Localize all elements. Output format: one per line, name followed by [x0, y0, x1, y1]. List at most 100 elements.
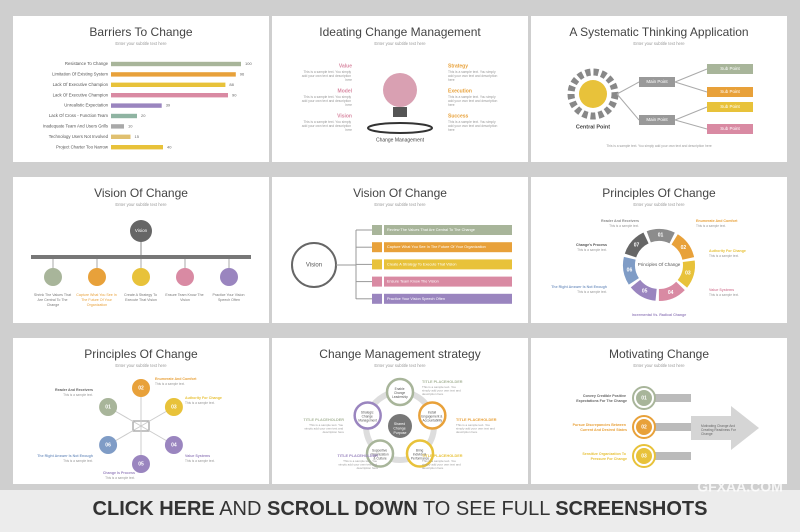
bar-label: Resistance To Change — [65, 61, 109, 66]
slide-subtitle: Enter your subtitle text here — [374, 202, 426, 207]
sample-text: This is a sample text. — [696, 224, 726, 228]
slide-bg — [13, 16, 269, 162]
item-label: Create A Strategy To Execute That Vision — [387, 262, 456, 266]
slide-subtitle: Enter your subtitle text here — [633, 41, 685, 46]
vision-label: Vision — [306, 263, 322, 269]
cycle-label: Reader And Receivers — [601, 219, 639, 223]
sample-text: This is a sample text. — [577, 290, 607, 294]
number: 02 — [641, 424, 647, 430]
cycle-label: Value Systems — [709, 288, 734, 292]
hex-label: Change Is Process — [103, 471, 135, 475]
cycle-label: Authority For Change — [709, 249, 746, 253]
slide-subtitle: Enter your subtitle text here — [633, 363, 685, 368]
connector — [674, 119, 708, 130]
icon-box — [372, 259, 382, 270]
hex-circle — [132, 379, 150, 397]
hex-label: Enumerate And Comfort — [155, 377, 197, 381]
circle-label: Install Engagement & Accountability — [421, 410, 443, 422]
bar — [111, 113, 137, 119]
platform — [367, 122, 433, 134]
bar-value: 10 — [128, 123, 133, 128]
slide[interactable]: Vision Of Change Enter your subtitle text… — [272, 177, 528, 323]
central-label: Central Point — [576, 124, 610, 130]
sample-text: This is a sample text. You simply add yo… — [606, 144, 712, 148]
cycle-segment — [624, 232, 649, 258]
bar-value: 39 — [166, 103, 171, 108]
sample-text: This is a sample text. — [709, 293, 739, 297]
connector — [616, 93, 640, 121]
item-label: Create A Strategy To Execute That Vision — [124, 293, 158, 302]
slide[interactable]: Principles Of Change Enter your subtitle … — [531, 177, 787, 323]
hex-label: The Right Answer Is Not Enough — [37, 454, 93, 458]
sample-text: This is a sample text. You simply add yo… — [302, 70, 352, 82]
item-bar — [384, 276, 512, 287]
sample-text: This is a sample text. — [63, 459, 93, 463]
cycle-label: Change's Process — [576, 243, 607, 247]
slide-title: Motivating Change — [609, 347, 709, 361]
slide[interactable]: Motivating Change Enter your subtitle tex… — [531, 338, 787, 484]
bulb — [383, 73, 417, 107]
placeholder-title: TITLE PLACEHOLDER — [422, 454, 463, 458]
vision-circle — [130, 220, 152, 242]
connector — [616, 81, 640, 95]
cycle-label: Incremental Vs. Radical Change — [632, 313, 687, 317]
hex-number: 03 — [171, 404, 177, 410]
strategy-circle — [418, 401, 447, 430]
sub-label: Sub Point — [720, 89, 740, 94]
right-label: Execution — [448, 88, 472, 94]
main-label: Main Point — [646, 117, 668, 122]
strategy-circle — [385, 377, 415, 407]
icon-box — [372, 276, 382, 287]
slide[interactable]: Barriers To Change Enter your subtitle te… — [13, 16, 269, 162]
bar-label: Technology Users Not Involved — [49, 134, 109, 139]
item-label: Capture What You See In The Future Of Yo… — [76, 293, 118, 307]
slide[interactable]: A Systematic Thinking Application Enter y… — [531, 16, 787, 162]
slide[interactable]: Change Management strategy Enter your sub… — [272, 338, 528, 484]
item-circle — [176, 268, 194, 286]
sample-text: This is a sample text. — [709, 254, 739, 258]
connector — [674, 81, 708, 93]
timeline — [31, 255, 251, 259]
banner-part: TO SEE FULL — [418, 498, 555, 520]
item-label: Pursue Discrepancies Between Current And… — [573, 423, 627, 432]
bar-label: Limitation Of Existing System — [52, 72, 108, 77]
bar — [111, 93, 228, 98]
left-label: Value — [339, 63, 352, 69]
sub-box — [707, 87, 753, 97]
bar-value: 40 — [167, 144, 172, 149]
sub-box — [707, 64, 753, 74]
slide[interactable]: Principles Of Change Enter your subtitle … — [13, 338, 269, 484]
watermark: GFXAA.COM — [697, 479, 783, 495]
sample-text: This is a sample text. You simply add yo… — [448, 120, 498, 132]
item-label: Practice Your Vision Speech Often — [213, 293, 246, 302]
bar-label: Inadequate Team And Users Grills — [43, 124, 108, 129]
hex-label: Value Systems — [185, 454, 210, 458]
bulb-base — [393, 107, 407, 117]
slide-subtitle: Enter your subtitle text here — [374, 41, 426, 46]
hex-number: 05 — [138, 461, 144, 467]
banner[interactable]: CLICK HERE AND SCROLL DOWN TO SEE FULL S… — [93, 498, 708, 520]
slide-title: A Systematic Thinking Application — [569, 25, 748, 39]
sample-text: This is a sample text. You simply add yo… — [422, 385, 462, 396]
sample-text: This is a sample text. — [577, 248, 607, 252]
item-bar — [384, 293, 512, 304]
arrow-label: Motivating Change And Creating Readiness… — [701, 424, 737, 436]
slide[interactable]: Vision Of Change Enter your subtitle text… — [13, 177, 269, 323]
hex-circle — [132, 455, 150, 473]
hex-circle — [99, 436, 118, 454]
bar-value: 96 — [240, 71, 245, 76]
slide[interactable]: Ideating Change Management Enter your sub… — [272, 16, 528, 162]
hex-label: Reader And Receivers — [55, 388, 93, 392]
bar-value: 88 — [229, 82, 234, 87]
cycle-segment — [677, 260, 695, 288]
bar-label: Lack Of Executive Champion — [53, 82, 109, 87]
slide-title: Barriers To Change — [89, 25, 192, 39]
banner-part: SCROLL DOWN — [267, 498, 418, 520]
slide-subtitle: Enter your subtitle text here — [633, 202, 685, 207]
hex-circle — [164, 398, 183, 416]
placeholder-title: TITLE PLACEHOLDER — [422, 380, 463, 384]
sample-text: This is a sample text. You simply add yo… — [422, 459, 462, 470]
placeholder-title: TITLE PLACEHOLDER — [304, 418, 345, 422]
slide-subtitle: Enter your subtitle text here — [115, 202, 167, 207]
